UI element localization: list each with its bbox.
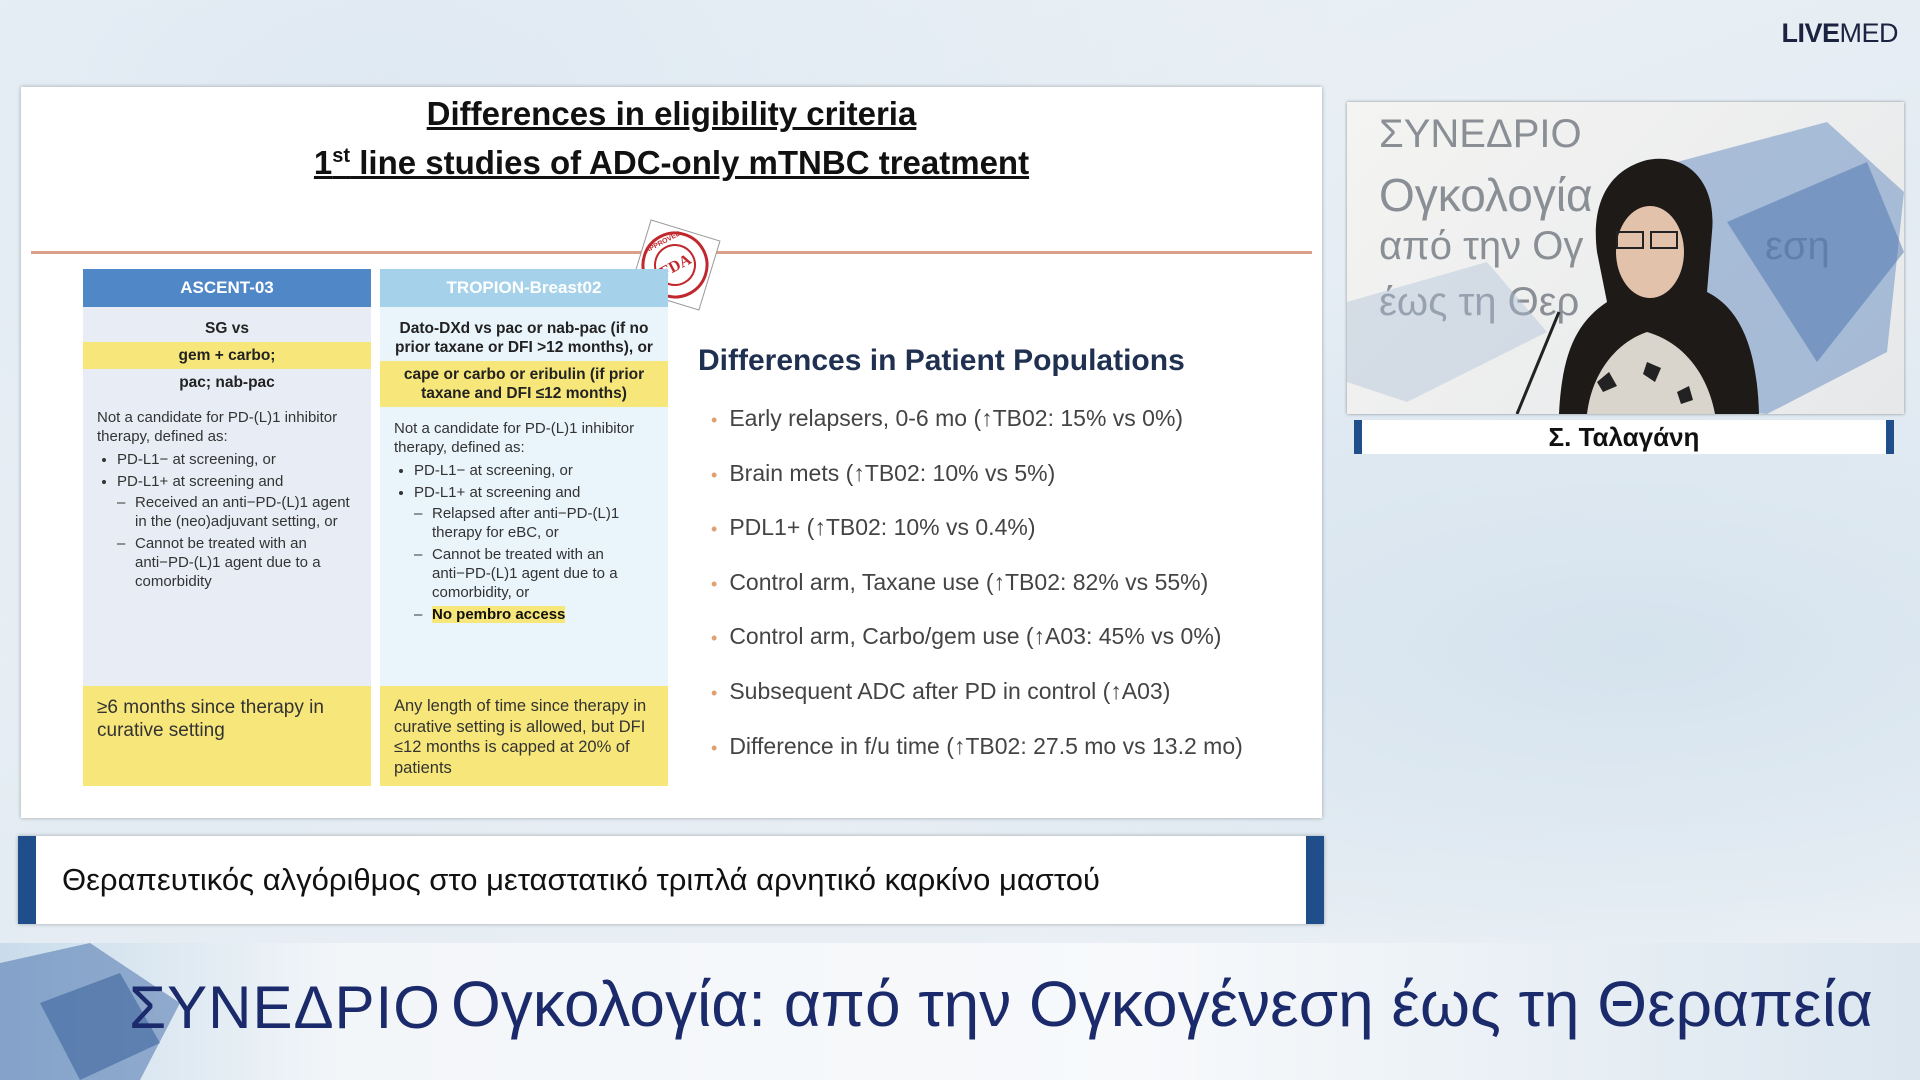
criteria-block: Not a candidate for PD-(L)1 inhibitor th…	[380, 413, 668, 686]
bullet-text: Subsequent ADC after PD in control (↑A03…	[729, 678, 1171, 704]
criteria-intro: Not a candidate for PD-(L)1 inhibitor th…	[97, 409, 338, 445]
criteria-sublist: Relapsed after anti−PD-(L)1 therapy for …	[414, 504, 658, 624]
backdrop-text: από την Ογ	[1379, 224, 1584, 268]
column-header: TROPION-Breast02	[380, 269, 668, 307]
criteria-block: Not a candidate for PD-(L)1 inhibitor th…	[83, 402, 371, 686]
treatment-line: cape or carbo or eribulin (if prior taxa…	[380, 361, 668, 407]
speaker-name: Σ. Ταλαγάνη	[1354, 420, 1894, 454]
criteria-subtext: Cannot be treated with an anti−PD-(L)1 a…	[135, 535, 321, 590]
criteria-text: PD-L1+ at screening and	[117, 473, 284, 490]
backdrop-text: Ογκολογία	[1379, 169, 1593, 221]
bullet-dot: •	[711, 573, 718, 594]
logo: LIVEMED	[1781, 18, 1898, 49]
slide-subtitle: 1st line studies of ADC-only mTNBC treat…	[21, 135, 1322, 184]
banner-splash	[0, 943, 180, 1080]
bullet-dot: •	[711, 464, 718, 485]
population-bullet: • Brain mets (↑TB02: 10% vs 5%)	[711, 460, 1055, 487]
bullet-text: Early relapsers, 0-6 mo (↑TB02: 15% vs 0…	[729, 405, 1184, 431]
bottom-banner: ΣΥΝΕΔΡΙΟ Ογκολογία: από την Ογκογένεση έ…	[0, 943, 1920, 1080]
population-bullet: • Difference in f/u time (↑TB02: 27.5 mo …	[711, 733, 1243, 760]
criteria-subtext: No pembro access	[432, 606, 566, 623]
column-footer: ≥6 months since therapy in curative sett…	[83, 686, 371, 786]
title-num: 1	[313, 144, 333, 181]
title-sup: st	[332, 145, 351, 167]
treatment-block: Dato-DXd vs pac or nab-pac (if no prior …	[380, 307, 668, 413]
population-bullet: • Control arm, Taxane use (↑TB02: 82% vs …	[711, 569, 1208, 596]
criteria-list: PD-L1− at screening, or PD-L1+ at screeni…	[394, 461, 658, 624]
criteria-subitem: No pembro access	[432, 605, 658, 624]
study-column: ASCENT-03 SG vs gem + carbo; pac; nab-pac No…	[83, 269, 371, 786]
bullet-dot: •	[711, 410, 718, 430]
population-bullet: • Subsequent ADC after PD in control (↑A0…	[711, 678, 1170, 705]
criteria-item: PD-L1+ at screening and Received an anti−…	[117, 472, 361, 591]
bullet-dot: •	[711, 519, 718, 540]
slide: Differences in eligibility criteria 1st …	[21, 87, 1322, 818]
bullet-dot: •	[711, 683, 718, 703]
criteria-item: PD-L1+ at screening and Relapsed after an…	[414, 483, 658, 624]
criteria-subtext: Received an anti−PD-(L)1 agent in the (n…	[135, 494, 350, 530]
column-header: ASCENT-03	[83, 269, 371, 307]
population-bullet: • Early relapsers, 0-6 mo (↑TB02: 15% vs …	[711, 405, 1183, 432]
logo-bold: LIVE	[1781, 18, 1840, 48]
bullet-text: PDL1+ (↑TB02: 10% vs 0.4%)	[729, 514, 1036, 541]
treatment-line: SG vs	[205, 320, 249, 337]
title-rest: line studies of ADC-only mTNBC treatment	[350, 144, 1030, 181]
column-footer: Any length of time since therapy in cura…	[380, 686, 668, 786]
criteria-subtext: Relapsed after anti−PD-(L)1 therapy for …	[432, 505, 620, 541]
bullet-dot: •	[711, 737, 718, 758]
criteria-intro: Not a candidate for PD-(L)1 inhibitor th…	[394, 420, 635, 456]
backdrop-text: έως τη Θερ	[1379, 280, 1580, 324]
backdrop-text: ΣΥΝΕΔΡΙΟ	[1379, 112, 1582, 156]
bullet-text: Control arm, Carbo/gem use (↑A03: 45% vs…	[729, 623, 1222, 650]
bullet-text: Brain mets (↑TB02: 10% vs 5%)	[729, 459, 1056, 486]
bullet-text: Control arm, Taxane use (↑TB02: 82% vs 5…	[729, 568, 1209, 595]
video-backdrop	[1347, 122, 1904, 414]
criteria-list: PD-L1− at screening, or PD-L1+ at screeni…	[97, 450, 361, 591]
caption-bar: Θεραπευτικός αλγόριθμος στο μεταστατικό …	[18, 836, 1324, 924]
bullet-text: Difference in f/u time (↑TB02: 27.5 mo v…	[729, 732, 1243, 759]
logo-light: MED	[1839, 18, 1899, 48]
population-bullet: • Control arm, Carbo/gem use (↑A03: 45% v…	[711, 623, 1221, 650]
criteria-text: PD-L1− at screening, or	[414, 462, 573, 479]
banner-right: Ογκολογία: από την Ογκογένεση έως τη Θερ…	[451, 968, 1873, 1040]
treatment-line: Dato-DXd vs pac or nab-pac (if no prior …	[395, 320, 653, 356]
population-bullet: • PDL1+ (↑TB02: 10% vs 0.4%)	[711, 514, 1035, 541]
criteria-subitem: Relapsed after anti−PD-(L)1 therapy for …	[432, 504, 658, 542]
criteria-text: PD-L1+ at screening and	[414, 484, 581, 501]
criteria-item: PD-L1− at screening, or	[117, 450, 361, 469]
study-column: TROPION-Breast02 Dato-DXd vs pac or nab-p…	[380, 269, 668, 786]
criteria-sublist: Received an anti−PD-(L)1 agent in the (n…	[117, 493, 361, 591]
treatment-line: gem + carbo;	[83, 342, 371, 369]
criteria-item: PD-L1− at screening, or	[414, 461, 658, 480]
banner-left: ΣΥΝΕΔΡΙΟ	[129, 974, 441, 1041]
criteria-subitem: Cannot be treated with an anti−PD-(L)1 a…	[432, 545, 658, 602]
treatment-block: SG vs gem + carbo; pac; nab-pac	[83, 307, 371, 402]
treatment-line: pac; nab-pac	[179, 374, 275, 391]
right-heading: Differences in Patient Populations	[698, 344, 1185, 377]
fda-stamp: FDA APPROVED	[629, 219, 721, 311]
criteria-text: PD-L1− at screening, or	[117, 451, 276, 468]
criteria-subitem: Cannot be treated with an anti−PD-(L)1 a…	[135, 534, 361, 591]
criteria-subitem: Received an anti−PD-(L)1 agent in the (n…	[135, 493, 361, 531]
bullet-dot: •	[711, 628, 718, 649]
criteria-subtext: Cannot be treated with an anti−PD-(L)1 a…	[432, 546, 618, 601]
slide-title: Differences in eligibility criteria	[426, 95, 917, 132]
